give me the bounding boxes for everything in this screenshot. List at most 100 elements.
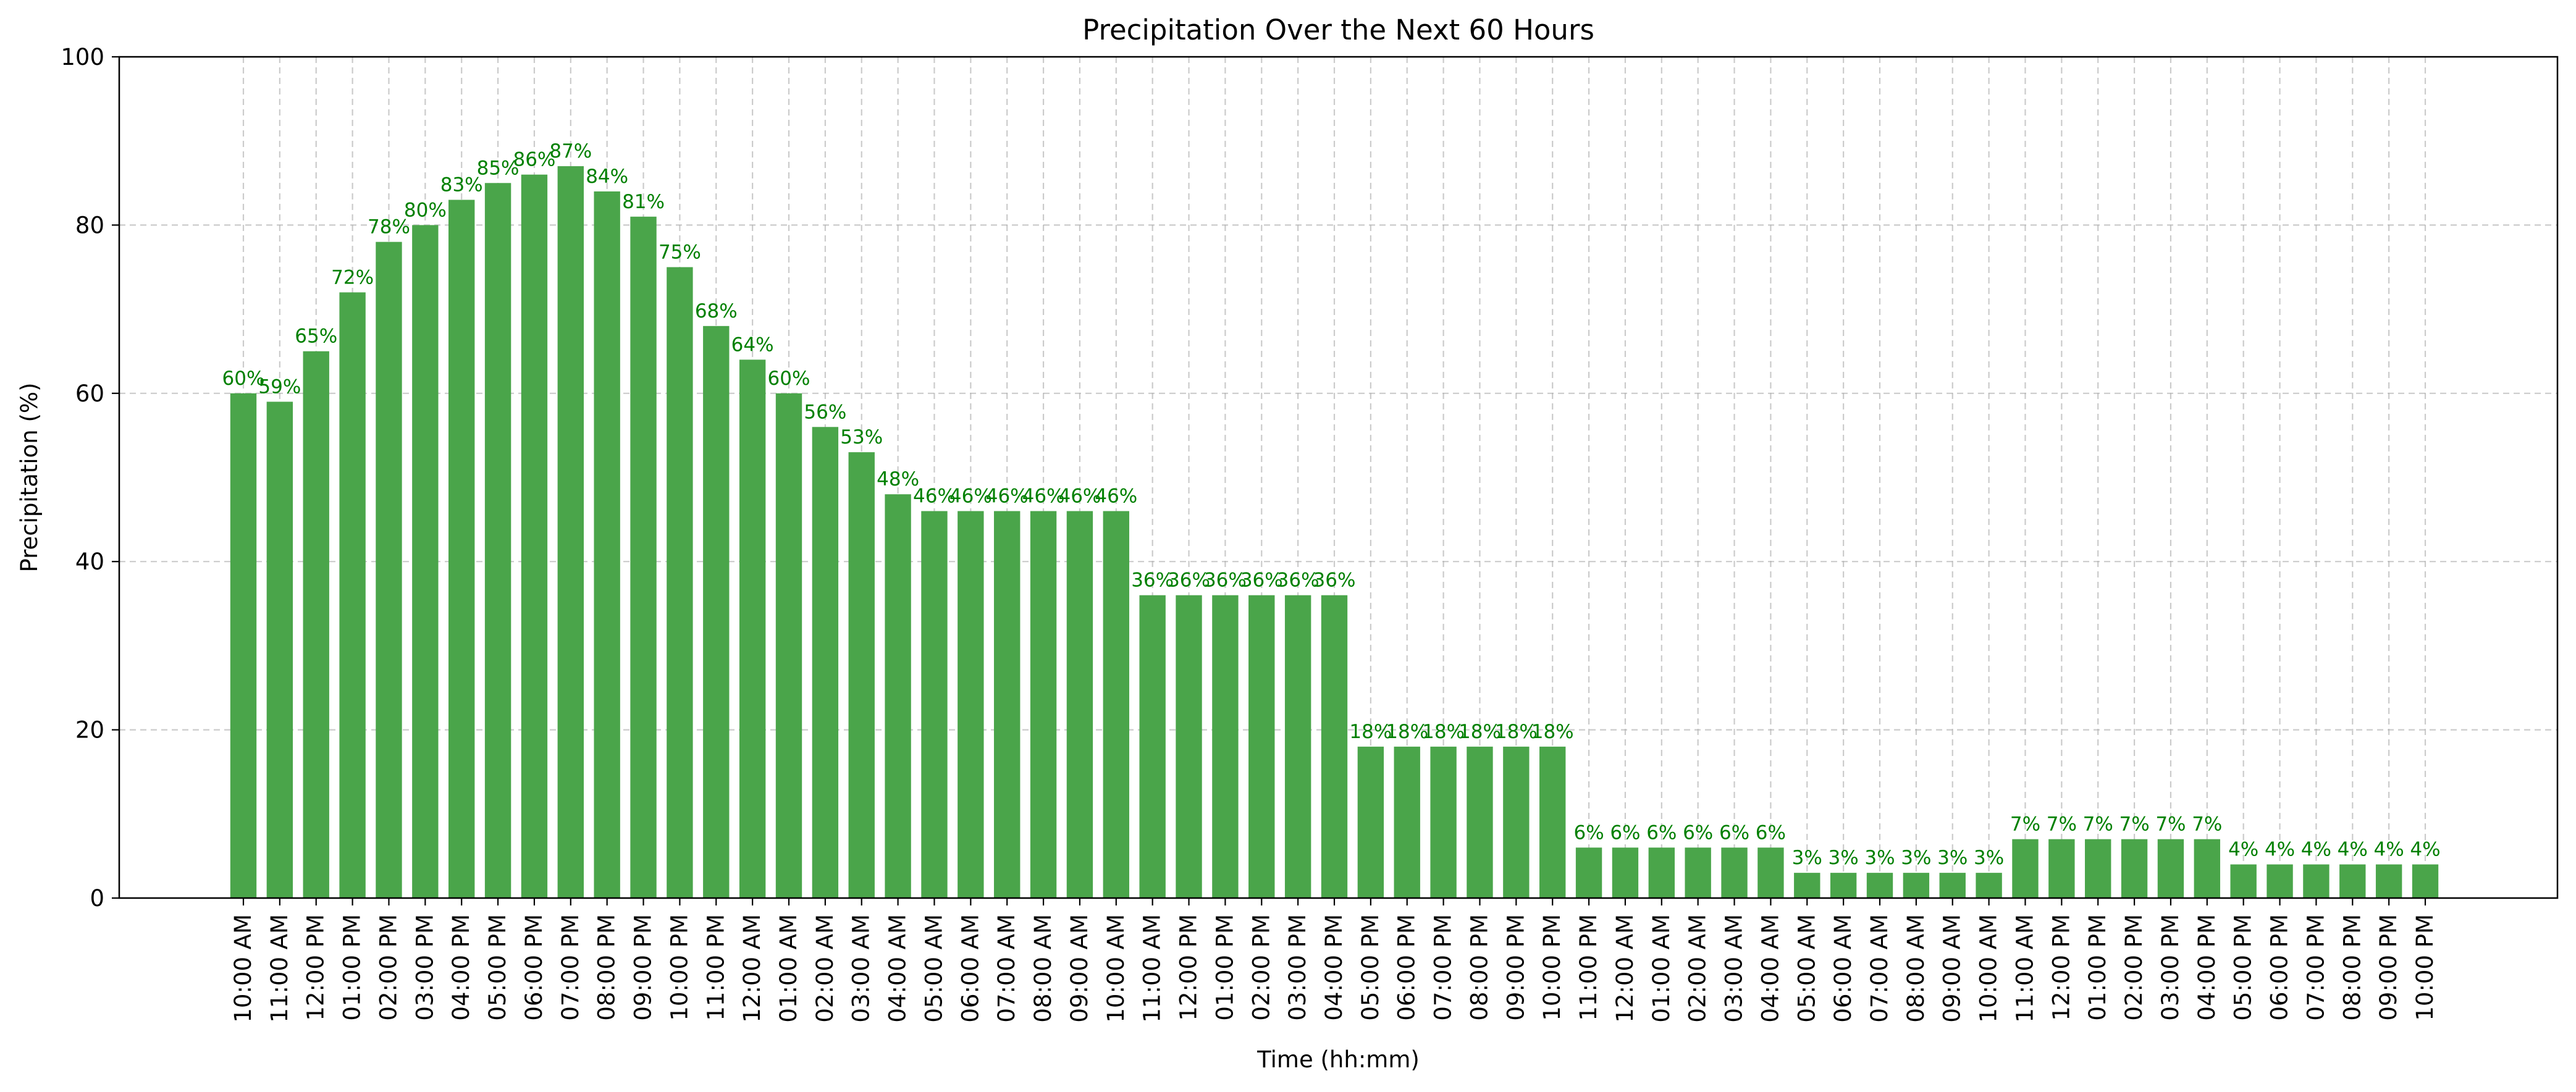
y-tick-label: 60 xyxy=(75,380,104,407)
x-tick-label: 04:00 PM xyxy=(1321,914,1347,1021)
bar xyxy=(630,216,657,898)
plot-frame xyxy=(118,56,2559,899)
x-tick-label: 02:00 AM xyxy=(812,914,838,1023)
bar xyxy=(1357,746,1384,898)
bar-value-label: 53% xyxy=(840,426,883,448)
bar xyxy=(1830,873,1857,898)
x-tick-label: 06:00 AM xyxy=(957,914,983,1023)
bar-value-label: 18% xyxy=(1349,721,1392,743)
y-tick-label: 80 xyxy=(75,212,104,238)
bar xyxy=(1430,746,1457,898)
bar-value-label: 6% xyxy=(1683,821,1713,844)
bar-value-label: 4% xyxy=(2301,839,2331,861)
bar-value-label: 60% xyxy=(768,368,810,390)
bar-value-label: 46% xyxy=(986,485,1029,507)
bar-value-label: 36% xyxy=(1168,569,1210,592)
bar xyxy=(1176,595,1202,898)
x-tick-label: 03:00 PM xyxy=(411,914,438,1021)
bar xyxy=(1212,595,1239,898)
x-tick-label: 09:00 PM xyxy=(630,914,657,1021)
x-tick-label: 11:00 AM xyxy=(1139,914,1166,1023)
x-tick-label: 10:00 AM xyxy=(1976,914,2002,1023)
x-tick-label: 07:00 AM xyxy=(1866,914,1893,1023)
y-axis-title: Precipitation (%) xyxy=(16,382,43,572)
bar xyxy=(2194,839,2220,898)
bar-value-label: 7% xyxy=(2010,813,2040,836)
bar-value-label: 18% xyxy=(1531,721,1574,743)
bar xyxy=(2230,864,2257,898)
x-tick-label: 12:00 AM xyxy=(1612,914,1638,1023)
x-tick-label: 11:00 PM xyxy=(702,914,729,1021)
x-tick-label: 06:00 PM xyxy=(1394,914,1420,1021)
bar-value-label: 6% xyxy=(1719,821,1749,844)
bar-value-label: 36% xyxy=(1240,569,1283,592)
bar xyxy=(2375,864,2402,898)
bar xyxy=(266,401,293,898)
x-tick-label: 03:00 PM xyxy=(2157,914,2184,1021)
x-tick-label: 09:00 PM xyxy=(1502,914,1529,1021)
bar xyxy=(1648,847,1675,898)
bar xyxy=(1721,847,1748,898)
bar-value-label: 65% xyxy=(295,326,337,348)
x-tick-label: 10:00 AM xyxy=(230,914,256,1023)
x-tick-label: 06:00 PM xyxy=(521,914,547,1021)
bar xyxy=(2303,864,2330,898)
bar-value-label: 56% xyxy=(804,401,846,423)
bar-value-label: 3% xyxy=(1864,847,1895,869)
bar-value-label: 36% xyxy=(1313,569,1356,592)
bar xyxy=(1575,847,1602,898)
bar xyxy=(739,359,766,898)
bar-value-label: 48% xyxy=(877,468,919,490)
bar-value-label: 36% xyxy=(1204,569,1247,592)
bar-value-label: 3% xyxy=(1901,847,1931,869)
bar xyxy=(1103,511,1129,898)
bar xyxy=(2048,839,2075,898)
value-labels-layer: 60%59%65%72%78%80%83%85%86%87%84%81%75%6… xyxy=(222,140,2441,869)
bar-value-label: 18% xyxy=(1422,721,1465,743)
bar-value-label: 64% xyxy=(731,334,774,356)
bar-value-label: 7% xyxy=(2192,813,2222,836)
bar xyxy=(775,393,802,898)
x-tick-label: 05:00 PM xyxy=(2230,914,2257,1021)
bar xyxy=(848,452,875,898)
bar xyxy=(1866,873,1893,898)
x-tick-label: 08:00 PM xyxy=(1466,914,1492,1021)
bar xyxy=(885,494,911,898)
bar-value-label: 3% xyxy=(1829,847,1859,869)
bar xyxy=(1139,595,1166,898)
x-tick-label: 09:00 AM xyxy=(1066,914,1093,1023)
bar xyxy=(2339,864,2366,898)
x-tick-label: 01:00 AM xyxy=(775,914,802,1023)
bar xyxy=(1685,847,1711,898)
bar xyxy=(1066,511,1093,898)
chart-title: Precipitation Over the Next 60 Hours xyxy=(1082,14,1594,46)
y-tick-label: 40 xyxy=(75,548,104,575)
bar xyxy=(557,166,584,898)
bar-value-label: 46% xyxy=(949,485,992,507)
x-tick-label: 11:00 AM xyxy=(266,914,293,1023)
bar xyxy=(1030,511,1057,898)
bar xyxy=(812,427,839,898)
x-tick-label: 07:00 AM xyxy=(993,914,1020,1023)
bar xyxy=(2412,864,2439,898)
x-tick-label: 10:00 PM xyxy=(1539,914,1565,1021)
bar xyxy=(2012,839,2039,898)
bar xyxy=(1503,746,1530,898)
bar-value-label: 46% xyxy=(1058,485,1101,507)
bar-value-label: 7% xyxy=(2119,813,2149,836)
bar xyxy=(1467,746,1493,898)
bar xyxy=(2157,839,2184,898)
axes-layer: 0 20 40 60 80 100 10:00 AM 11:00 AM 12:00 PM 01:0… xyxy=(61,44,2438,1023)
x-tick-label: 02:00 AM xyxy=(1685,914,1711,1023)
x-tick-label: 10:00 PM xyxy=(666,914,692,1021)
bar-value-label: 3% xyxy=(1792,847,1822,869)
x-tick-label: 05:00 PM xyxy=(1357,914,1384,1021)
bar-value-label: 4% xyxy=(2374,839,2404,861)
bar xyxy=(994,511,1021,898)
x-tick-label: 08:00 PM xyxy=(2339,914,2365,1021)
bar-value-label: 59% xyxy=(258,376,301,398)
bar xyxy=(376,242,402,898)
x-tick-label: 07:00 PM xyxy=(2302,914,2329,1021)
